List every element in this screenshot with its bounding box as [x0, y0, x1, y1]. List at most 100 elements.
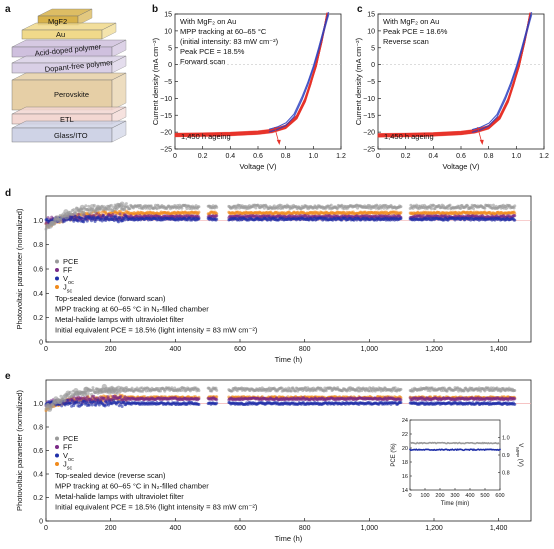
e-point-v-oc	[90, 403, 94, 407]
stack-label-4: Perovskite	[54, 90, 89, 99]
stack-layer-front-4	[11, 79, 113, 111]
d-point-pce	[254, 206, 258, 210]
d-point-v-oc	[117, 220, 121, 224]
d-point-pce	[87, 204, 91, 208]
d-point-pce	[448, 203, 452, 207]
c-ytick-label: −25	[363, 147, 375, 154]
c-ylabel: Current density (mA cm⁻²)	[354, 37, 363, 125]
d-ytick-label: 0.2	[33, 315, 43, 322]
d-point-pce	[513, 204, 517, 208]
stack-label-5: ETL	[60, 115, 74, 124]
e-point-v-oc	[399, 400, 403, 404]
d-point-pce	[139, 204, 143, 208]
e-point-pce	[197, 389, 201, 393]
b-ytick-label: −25	[160, 147, 172, 154]
d-point-v-oc	[197, 217, 201, 221]
b-xlabel: Voltage (V)	[239, 162, 277, 171]
d-ytick-label: 0.4	[33, 291, 43, 298]
b-note-3: Peak PCE = 18.5%	[180, 47, 245, 56]
b-ylabel: Current density (mA cm⁻²)	[151, 37, 160, 125]
b-ytick-label: 5	[168, 45, 172, 52]
b-ageing-arrowhead	[276, 139, 281, 145]
d-point-j-sc	[97, 211, 101, 215]
d-point-pce	[446, 206, 450, 210]
stack-layer-side-2	[111, 39, 127, 58]
c-xtick-label: 0.6	[456, 153, 466, 160]
e-xtick-label: 1,200	[425, 525, 443, 532]
e-ytick-label: 0.8	[33, 425, 43, 432]
e-point-v-oc	[215, 401, 219, 405]
e-ylabel: Photovoltaic parameter (normalized)	[15, 390, 24, 511]
c-ageing-label: 1,450 h ageing	[384, 132, 434, 141]
d-ytick-label: 1.0	[33, 218, 43, 225]
stack-layer-side-5	[111, 106, 127, 125]
c-xtick-label: 1.2	[539, 153, 549, 160]
d-point-pce	[122, 207, 126, 211]
d-xtick-label: 600	[234, 346, 246, 353]
b-ytick-label: −5	[164, 79, 172, 86]
d-point-v-oc	[76, 219, 80, 223]
d-point-ff	[77, 212, 81, 216]
d-point-v-oc	[123, 218, 127, 222]
stack-layer-side-1	[101, 22, 117, 40]
c-ytick-label: −10	[363, 96, 375, 103]
e-point-pce	[130, 386, 134, 390]
stack-label-mgf2: MgF2	[48, 17, 67, 26]
e-xtick-label: 800	[299, 525, 311, 532]
d-point-pce	[262, 206, 266, 210]
d-point-v-oc	[80, 216, 84, 220]
e-ytick-label: 1.0	[33, 401, 43, 408]
d-xtick-label: 0	[44, 346, 48, 353]
d-point-j-sc	[399, 211, 403, 215]
b-ytick-label: −20	[160, 130, 172, 137]
c-ageing-arrow	[477, 126, 483, 143]
d-point-pce	[124, 202, 128, 206]
e-xtick-label: 600	[234, 525, 246, 532]
d-point-pce	[430, 207, 434, 211]
e-point-v-oc	[120, 404, 124, 408]
b-ytick-label: 15	[164, 12, 172, 19]
b-ytick-label: 10	[164, 28, 172, 35]
d-point-v-oc	[513, 218, 517, 222]
d-point-v-oc	[85, 219, 89, 223]
stack-layer-side-4	[111, 72, 127, 111]
e-point-pce	[215, 388, 219, 392]
panel-letter-e: e	[5, 371, 11, 382]
c-xtick-label: 0.2	[401, 153, 411, 160]
d-point-pce	[56, 215, 60, 219]
c-series-0-trace	[378, 15, 531, 138]
d-point-pce	[483, 206, 487, 210]
d-ytick-label: 0	[39, 340, 43, 347]
c-series-1-trace	[472, 14, 533, 133]
e-point-pce	[68, 390, 72, 394]
c-note-2: Reverse scan	[383, 37, 429, 46]
d-note-1: MPP tracking at 60–65 °C in N₂-filled ch…	[55, 305, 209, 314]
stack-label-1: Au	[56, 30, 65, 39]
d-xtick-label: 200	[105, 346, 117, 353]
c-series-1-trace	[471, 12, 533, 131]
d-point-pce	[329, 203, 333, 207]
b-note-4: Forward scan	[180, 57, 225, 66]
e-point-ff	[119, 394, 123, 398]
e-ytick-label: 0.2	[33, 495, 43, 502]
d-xtick-label: 1,400	[490, 346, 508, 353]
b-note-2: (initial intensity: 83 mW cm⁻²)	[180, 37, 279, 46]
e-point-pce	[90, 392, 94, 396]
d-ylabel: Photovoltaic parameter (normalized)	[15, 208, 24, 329]
e-xtick-label: 0	[44, 525, 48, 532]
stack-layer-top-1	[21, 22, 117, 31]
c-ytick-label: 10	[367, 28, 375, 35]
e-point-pce	[91, 386, 95, 390]
d-xtick-label: 800	[299, 346, 311, 353]
c-ytick-label: 5	[371, 45, 375, 52]
c-ytick-label: 0	[371, 62, 375, 69]
c-note-0: With MgF₂ on Au	[383, 17, 439, 26]
b-ytick-label: −15	[160, 113, 172, 120]
b-xtick-label: 0.6	[253, 153, 263, 160]
panel-letter-c: c	[357, 4, 363, 15]
e-ytick-label: 0.6	[33, 448, 43, 455]
b-note-0: With MgF₂ on Au	[180, 17, 236, 26]
c-ytick-label: −15	[363, 113, 375, 120]
c-note-1: Peak PCE = 18.6%	[383, 27, 448, 36]
